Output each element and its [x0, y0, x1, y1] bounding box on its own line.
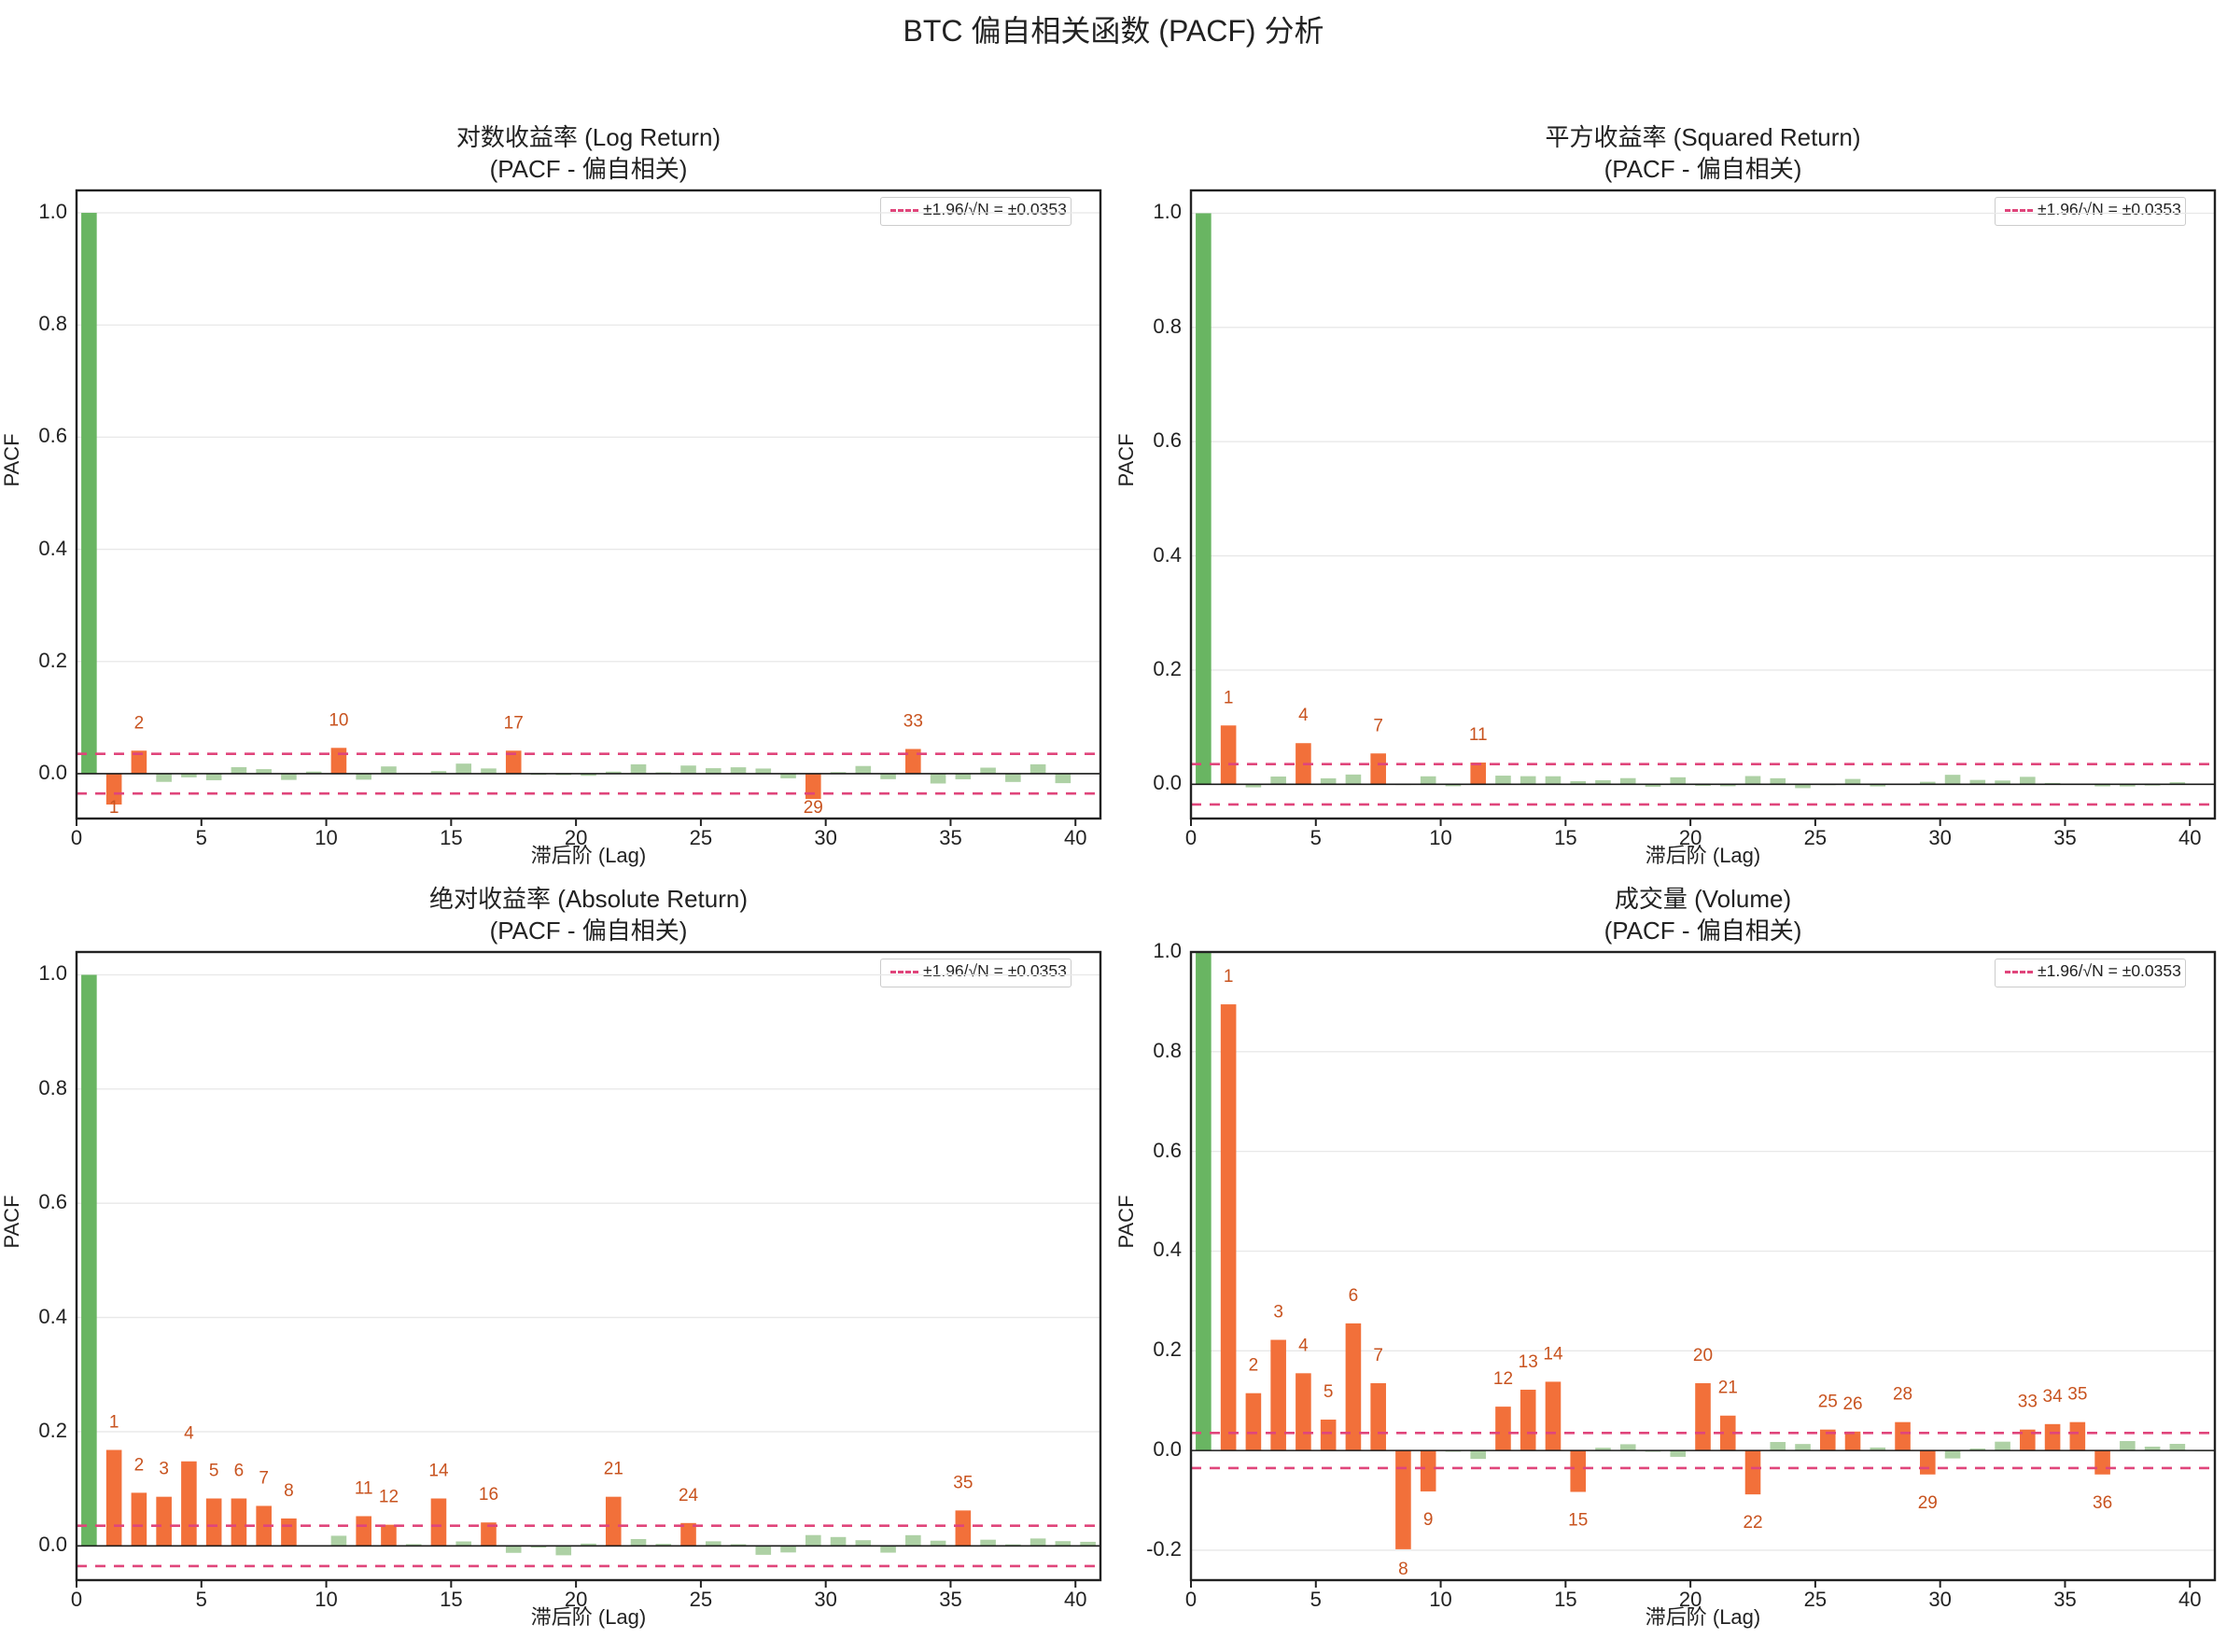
svg-text:26: 26 [1842, 1394, 1862, 1414]
svg-text:14: 14 [428, 1462, 449, 1481]
svg-text:12: 12 [1493, 1369, 1513, 1389]
svg-text:12: 12 [379, 1488, 399, 1507]
svg-text:21: 21 [1718, 1379, 1738, 1398]
svg-text:34: 34 [2043, 1387, 2064, 1407]
svg-text:7: 7 [1373, 716, 1383, 735]
svg-text:2: 2 [134, 713, 145, 733]
svg-text:4: 4 [184, 1424, 194, 1444]
svg-text:6: 6 [1349, 1286, 1359, 1306]
svg-text:16: 16 [479, 1485, 498, 1505]
svg-text:1: 1 [109, 798, 119, 818]
svg-text:25: 25 [1818, 1393, 1838, 1412]
svg-text:3: 3 [159, 1460, 169, 1479]
svg-text:21: 21 [604, 1460, 623, 1479]
svg-text:22: 22 [1743, 1513, 1762, 1533]
svg-text:36: 36 [2093, 1493, 2112, 1513]
svg-text:3: 3 [1273, 1303, 1283, 1323]
svg-text:2: 2 [1249, 1356, 1259, 1376]
svg-text:28: 28 [1893, 1385, 1912, 1405]
svg-text:13: 13 [1519, 1352, 1538, 1372]
svg-text:20: 20 [1693, 1346, 1713, 1365]
svg-text:33: 33 [2018, 1393, 2038, 1412]
svg-text:11: 11 [1469, 725, 1488, 745]
svg-text:11: 11 [355, 1478, 373, 1498]
svg-text:24: 24 [679, 1486, 699, 1505]
svg-text:29: 29 [1918, 1493, 1938, 1513]
svg-text:2: 2 [134, 1455, 145, 1475]
svg-text:1: 1 [1224, 967, 1234, 987]
svg-text:29: 29 [804, 798, 823, 818]
svg-text:7: 7 [259, 1468, 269, 1488]
svg-text:8: 8 [284, 1481, 294, 1501]
svg-text:5: 5 [209, 1462, 219, 1481]
svg-text:7: 7 [1373, 1346, 1383, 1365]
svg-text:33: 33 [903, 711, 923, 731]
svg-text:15: 15 [1568, 1510, 1588, 1530]
svg-text:35: 35 [2067, 1385, 2087, 1405]
svg-text:17: 17 [504, 713, 524, 733]
svg-text:1: 1 [1224, 688, 1234, 707]
svg-text:4: 4 [1298, 706, 1309, 725]
svg-text:35: 35 [953, 1473, 973, 1492]
svg-text:14: 14 [1543, 1344, 1563, 1364]
svg-text:8: 8 [1398, 1560, 1408, 1579]
svg-text:9: 9 [1423, 1510, 1434, 1530]
svg-text:6: 6 [234, 1462, 245, 1481]
svg-text:4: 4 [1298, 1336, 1309, 1355]
svg-text:10: 10 [329, 710, 348, 730]
svg-text:1: 1 [109, 1413, 119, 1433]
svg-text:5: 5 [1324, 1382, 1334, 1402]
